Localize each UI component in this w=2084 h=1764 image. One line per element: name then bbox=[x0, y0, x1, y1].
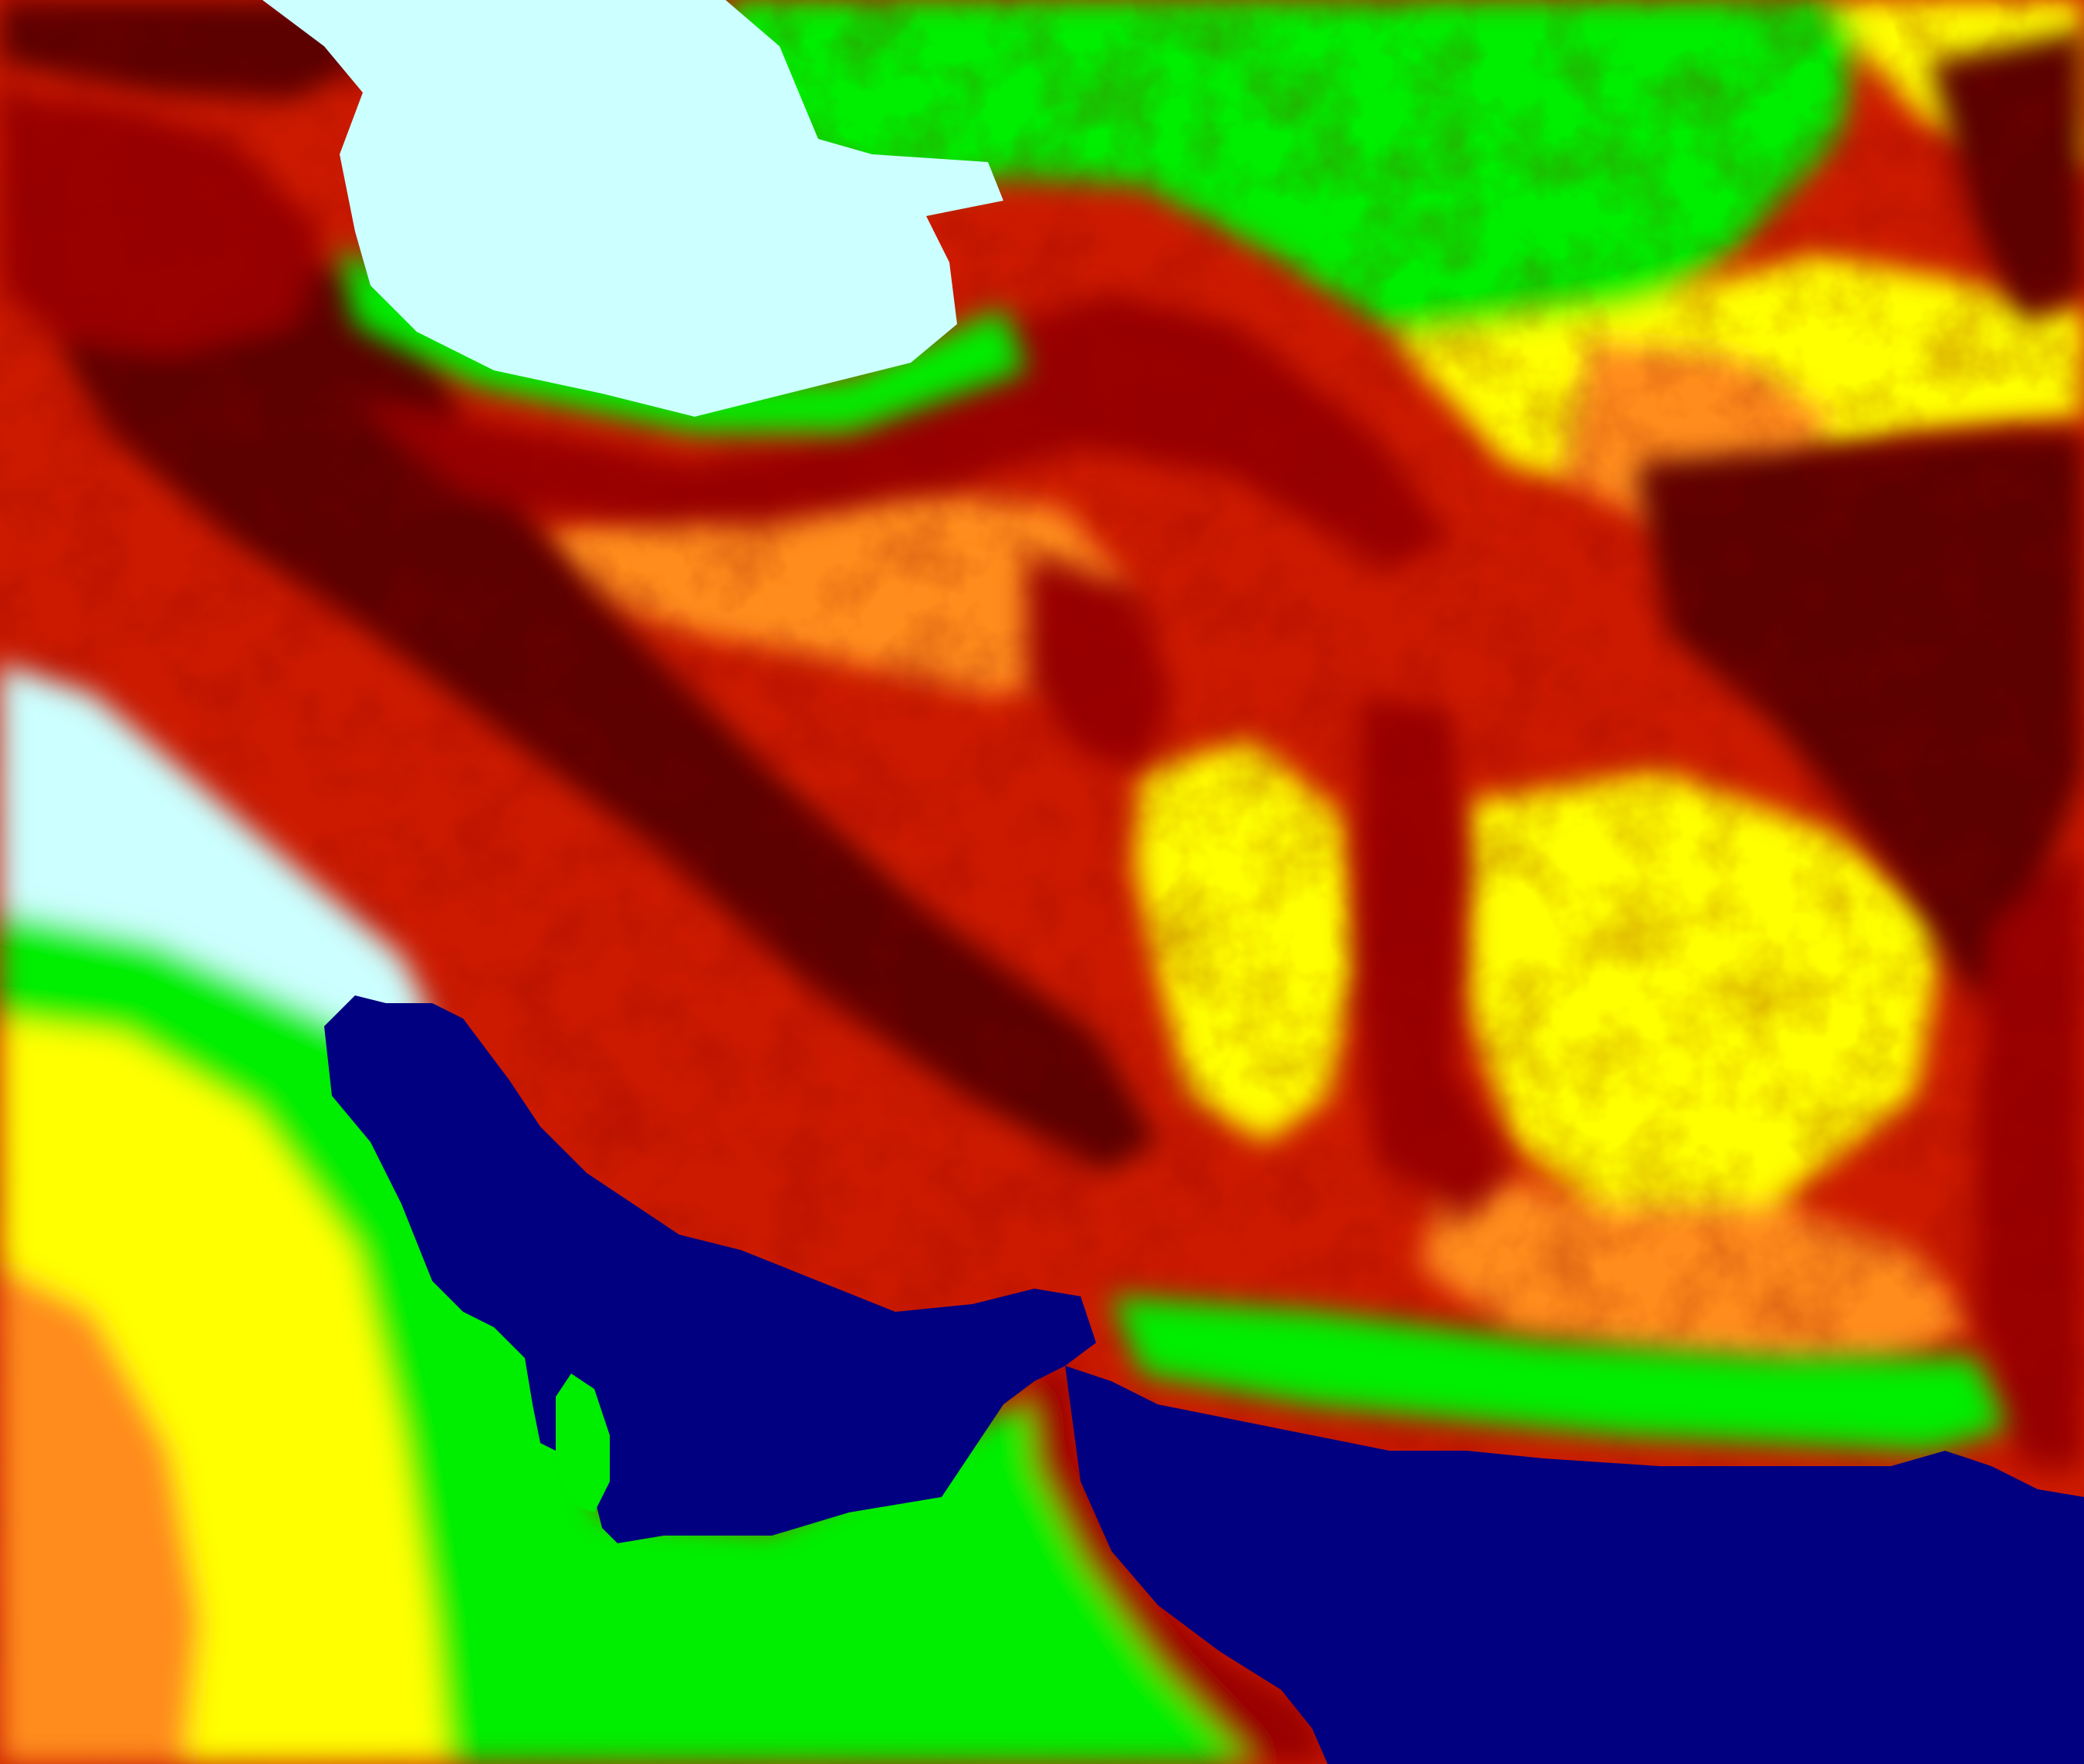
musandam-oman-mountains bbox=[1027, 1358, 1328, 1764]
gulf-of-oman bbox=[1065, 1366, 2084, 1764]
water-bodies bbox=[262, 0, 2084, 1764]
caspian-coast bbox=[340, 247, 1027, 432]
caspian-sea bbox=[262, 0, 1003, 417]
qatar-peninsula bbox=[556, 1374, 610, 1512]
persian-gulf bbox=[324, 995, 1096, 1543]
arabian-orange bbox=[0, 1266, 201, 1764]
makran-coast bbox=[1111, 1296, 2007, 1451]
arabia-layer bbox=[0, 247, 2007, 1764]
